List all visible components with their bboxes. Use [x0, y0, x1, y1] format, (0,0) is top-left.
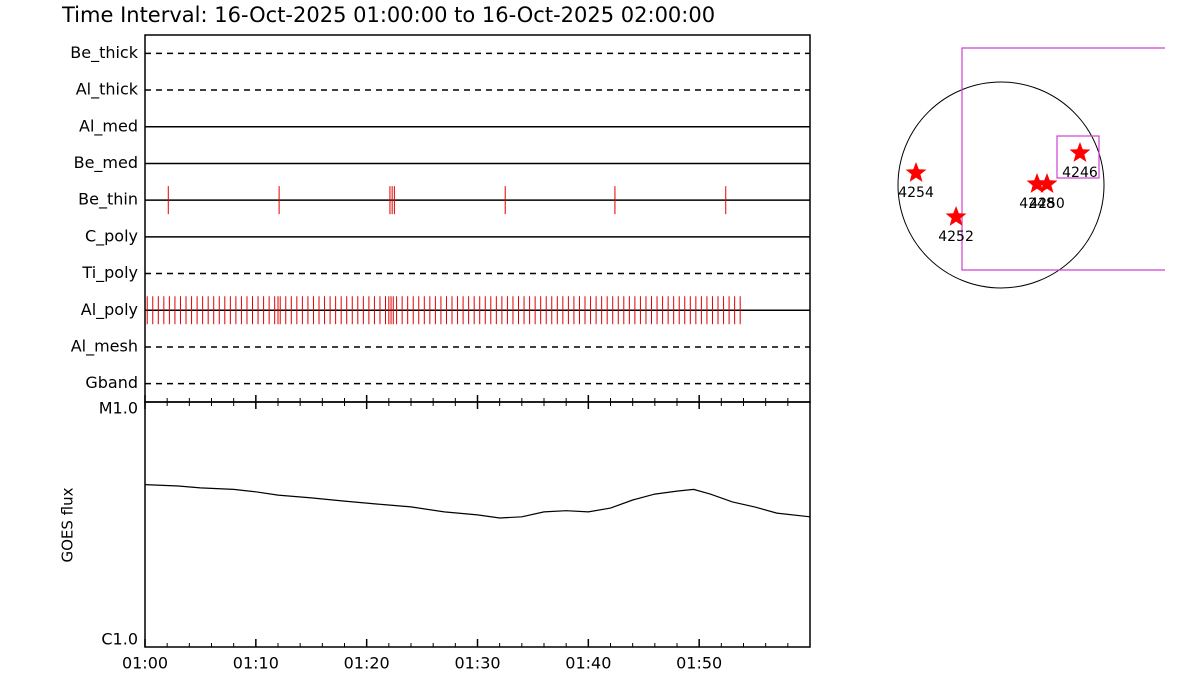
- flux-curve: [144, 484, 811, 519]
- row-label: Al_thick: [76, 80, 139, 100]
- region-star: [905, 162, 927, 182]
- solar-limb: [897, 81, 1105, 289]
- region-label: 4246: [1062, 165, 1098, 181]
- x-tick-label: 01:50: [676, 654, 722, 673]
- row-label: Be_thin: [78, 190, 138, 210]
- y-tick-label: C1.0: [101, 630, 138, 649]
- row-label: Gband: [85, 373, 138, 392]
- fov-box: [1056, 135, 1100, 179]
- flux-frame: [144, 401, 811, 648]
- fov-box: [961, 47, 1165, 271]
- region-label: 4250: [1029, 196, 1065, 212]
- region-star: [945, 206, 967, 226]
- y-tick-label: M1.0: [99, 399, 138, 418]
- row-label: Al_mesh: [71, 336, 138, 356]
- x-tick-label: 01:00: [122, 654, 168, 673]
- region-star: [1026, 173, 1048, 193]
- x-tick-label: 01:20: [344, 654, 390, 673]
- chart-title: Time Interval: 16-Oct-2025 01:00:00 to 1…: [61, 3, 715, 27]
- x-tick-label: 01:30: [454, 654, 500, 673]
- region-star: [1069, 142, 1091, 162]
- region-label: 4248: [1019, 196, 1055, 212]
- row-label: Be_med: [74, 153, 138, 173]
- row-label: Al_med: [79, 116, 138, 136]
- row-label: Al_poly: [81, 300, 138, 320]
- y-axis-label: GOES flux: [59, 487, 77, 562]
- region-label: 4254: [898, 185, 934, 201]
- region-star: [1036, 173, 1058, 193]
- row-label: C_poly: [85, 226, 138, 246]
- region-label: 4252: [938, 229, 974, 245]
- row-label: Be_thick: [70, 43, 138, 63]
- row-label: Ti_poly: [81, 263, 138, 283]
- x-tick-label: 01:40: [565, 654, 611, 673]
- x-tick-label: 01:10: [233, 654, 279, 673]
